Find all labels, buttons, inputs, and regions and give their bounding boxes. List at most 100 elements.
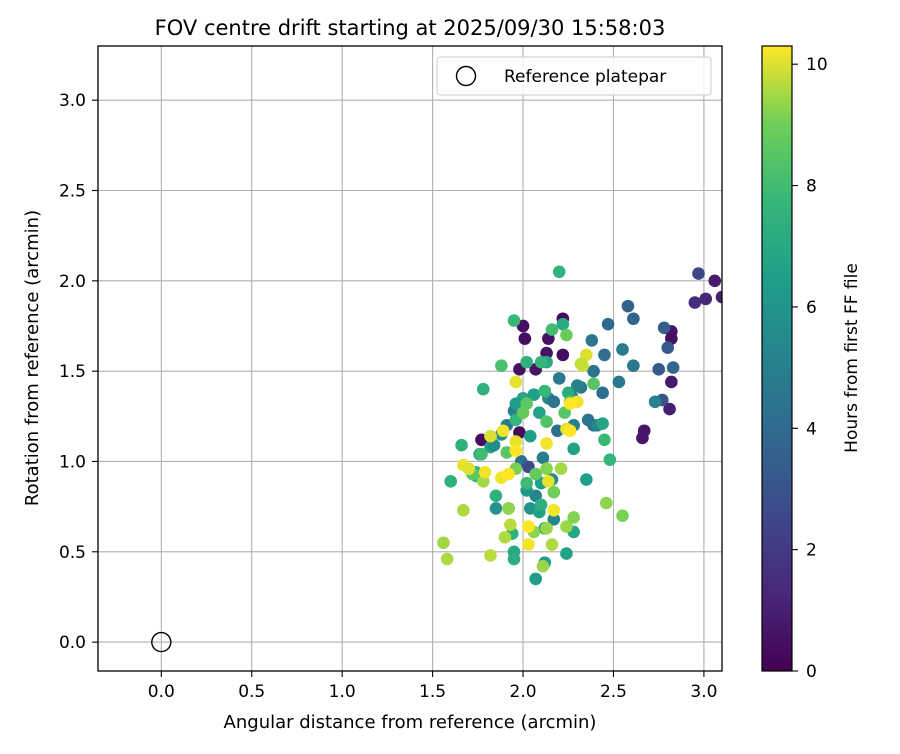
scatter-point (560, 520, 573, 533)
legend: Reference platepar (436, 56, 712, 96)
scatter-point (538, 384, 552, 398)
scatter-point (648, 395, 662, 409)
scatter-point (476, 382, 490, 396)
scatter-point (529, 489, 543, 503)
colorbar-tick-label: 4 (806, 419, 817, 439)
scatter-point (571, 379, 584, 392)
scatter-point (567, 442, 580, 456)
scatter-point (457, 503, 470, 517)
scatter-point (484, 549, 497, 562)
scatter-point (498, 531, 512, 544)
scatter-point (563, 424, 577, 438)
y-tick-label: 2.5 (59, 182, 86, 202)
colorbar-tick-label: 0 (806, 662, 817, 682)
y-axis-label: Rotation from reference (arcmin) (22, 210, 43, 506)
scatter-point (516, 406, 530, 419)
x-tick-label: 0.0 (148, 682, 175, 702)
scatter-point (542, 475, 555, 488)
scatter-point (547, 485, 561, 499)
scatter-point (552, 372, 566, 385)
colorbar-tick-label: 2 (806, 541, 817, 561)
scatter-point (699, 292, 713, 306)
scatter-point (556, 317, 570, 331)
scatter-point (547, 395, 561, 409)
scatter-point (462, 462, 476, 475)
scatter-point (580, 473, 593, 486)
y-tick-label: 1.0 (59, 452, 86, 472)
y-tick-label: 3.0 (59, 91, 86, 111)
scatter-point (708, 274, 722, 288)
scatter-point (496, 424, 510, 438)
x-tick-label: 0.5 (238, 682, 265, 702)
scatter-point (484, 429, 497, 443)
colorbar: 0 2 4 6 8 10 Hours from first FF file (761, 45, 862, 682)
scatter-point (587, 377, 600, 391)
scatter-point (502, 467, 515, 481)
y-tick-label: 1.5 (59, 362, 86, 382)
scatter-point (520, 355, 533, 369)
scatter-point (596, 386, 609, 400)
colorbar-tick-label: 10 (806, 55, 828, 75)
colorbar-tick-label: 8 (806, 177, 817, 197)
scatter-point (536, 451, 550, 465)
scatter-point (504, 518, 517, 531)
scatter-point (596, 417, 609, 430)
scatter-point (598, 348, 611, 362)
scatter-point (489, 502, 503, 515)
scatter-point (540, 462, 553, 475)
scatter-point (509, 435, 523, 448)
scatter-point (603, 453, 617, 466)
scatter-point (520, 476, 533, 490)
scatter-point (529, 467, 543, 481)
reference-point (151, 631, 172, 653)
scatter-point (455, 438, 468, 452)
grid-lines (98, 46, 722, 671)
x-axis-ticks: 0.0 0.5 1.0 1.5 2.0 2.5 3.0 (148, 671, 717, 702)
scatter-point (567, 511, 580, 524)
scatter-point (523, 429, 537, 443)
scatter-point (518, 332, 532, 345)
y-tick-label: 0.5 (59, 543, 86, 563)
scatter-point (540, 415, 553, 429)
x-tick-label: 3.0 (690, 682, 717, 702)
scatter-point (547, 503, 561, 517)
scatter-point (665, 375, 678, 389)
scatter-point (522, 538, 535, 551)
scatter-point (444, 475, 457, 488)
scatter-point (440, 552, 454, 566)
scatter-point (715, 290, 722, 304)
scatter-point (509, 444, 523, 457)
scatter-point (529, 572, 543, 586)
scatter-point (612, 375, 626, 389)
x-tick-label: 2.5 (600, 682, 627, 702)
colorbar-gradient (761, 45, 793, 672)
scatter-point (522, 520, 535, 533)
scatter-point (598, 433, 611, 447)
y-tick-label: 0.0 (59, 633, 86, 653)
scatter-point (585, 334, 599, 347)
scatter-point (552, 265, 566, 279)
scatter-point (666, 361, 680, 374)
scatter-point (509, 375, 523, 389)
scatter-point (556, 348, 570, 362)
scatter-point (574, 357, 588, 371)
colorbar-ticks: 0 2 4 6 8 10 (792, 55, 828, 682)
x-tick-label: 2.0 (510, 682, 537, 702)
scatter-point (657, 321, 671, 335)
scatter-point (621, 299, 635, 313)
scatter-point (587, 364, 600, 378)
scatter-point (616, 509, 629, 522)
colorbar-label: Hours from first FF file (842, 263, 862, 453)
scatter-point (599, 496, 613, 510)
x-axis-label: Angular distance from reference (arcmin) (224, 712, 597, 733)
scatter-point (534, 355, 548, 369)
scatter-point (547, 512, 561, 526)
scatter-point (507, 552, 521, 566)
scatter-point (563, 397, 577, 410)
scatter-point (652, 363, 665, 376)
scatter-point (663, 402, 676, 416)
legend-box (436, 56, 712, 96)
scatter-point (661, 341, 675, 354)
data-points (437, 265, 722, 586)
scatter-point (616, 343, 629, 356)
